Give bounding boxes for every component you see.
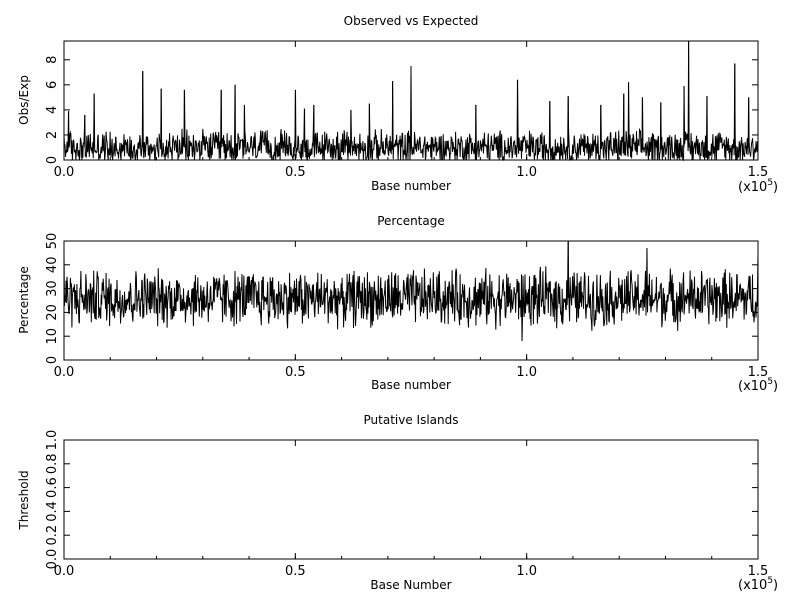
y-ticks: 0 10 20 30 40 50 [45,233,758,364]
y-tick-label: 8 [45,56,60,64]
x-scale-close: ) [773,379,778,394]
x-scale-close: ) [773,578,778,593]
x-scale-base: (x10 [738,578,767,593]
panel-percentage: Percentage 0.0 0.5 1.0 1.5 0 10 20 30 40 50 Base… [17,214,778,394]
y-tick-label: 0.6 [45,477,60,498]
x-tick-label: 0.5 [285,564,306,579]
y-tick-label: 2 [45,131,60,139]
x-scale-base: (x10 [738,180,767,195]
y-tick-label: 40 [45,257,60,274]
plot-frame [63,40,759,161]
x-scale-base: (x10 [738,379,767,394]
series-line [63,240,759,342]
plot-frame [63,240,759,361]
x-tick-label: 1.5 [748,365,769,380]
plot-frame [63,439,759,560]
y-axis-label: Threshold [17,470,31,530]
x-scale-exponent: 5 [767,178,773,188]
x-scale-note: (x105) [738,377,778,394]
y-tick-label: 0.4 [45,501,60,522]
y-tick-label: 0.8 [45,453,60,474]
y-tick-label: 0.0 [45,549,60,570]
x-scale-note: (x105) [738,178,778,195]
panel-putative-islands: Putative Islands 0.0 0.5 1.0 1.5 0.00.20.40… [17,413,778,593]
y-ticks: 0.0 0.2 0.4 0.6 0.8 1.0 [45,430,758,570]
x-ticks: 0.0 0.5 1.0 1.5 [54,41,769,180]
x-tick-label: 0.5 [285,365,306,380]
y-tick-label: 10 [45,328,60,345]
x-scale-exponent: 5 [767,576,773,586]
y-tick-label: 30 [45,280,60,297]
y-tick-label: 6 [45,81,60,89]
y-tick-label: 4 [45,106,60,114]
x-axis-label: Base Number [370,578,451,592]
x-tick-label: 1.0 [516,165,537,180]
y-tick-label: 0 [45,156,60,164]
x-axis-label: Base number [371,179,451,193]
y-ticks: 0 2 4 6 8 [45,56,758,164]
y-tick-label: 0.2 [45,525,60,546]
x-scale-note: (x105) [738,576,778,593]
x-tick-label: 0.5 [285,165,306,180]
x-tick-label: 1.0 [516,564,537,579]
x-tick-label: 1.5 [748,165,769,180]
panel-obs-exp: Observed vs Expected 0.0 0.5 1.0 1.5 02468 … [17,14,778,195]
y-axis-label: Obs/Exp [17,75,31,125]
x-ticks: 0.0 0.5 1.0 1.5 [54,440,769,579]
panel-title: Putative Islands [364,413,459,427]
x-ticks: 0.0 0.5 1.0 1.5 [54,241,769,380]
x-scale-exponent: 5 [767,377,773,387]
x-scale-close: ) [773,180,778,195]
y-tick-label: 50 [45,233,60,250]
panel-title: Percentage [377,214,445,228]
y-tick-label: 20 [45,304,60,321]
x-tick-label: 1.5 [748,564,769,579]
x-axis-label: Base number [371,378,451,392]
x-tick-label: 0.0 [54,365,75,380]
y-tick-label: 1.0 [45,430,60,451]
x-tick-label: 1.0 [516,365,537,380]
x-tick-label: 0.0 [54,165,75,180]
series-layer [63,40,759,162]
y-axis-label: Percentage [17,266,31,334]
panel-title: Observed vs Expected [344,14,479,28]
series-layer [63,240,759,342]
y-tick-label: 0 [45,356,60,364]
x-tick-label: 0.0 [54,564,75,579]
